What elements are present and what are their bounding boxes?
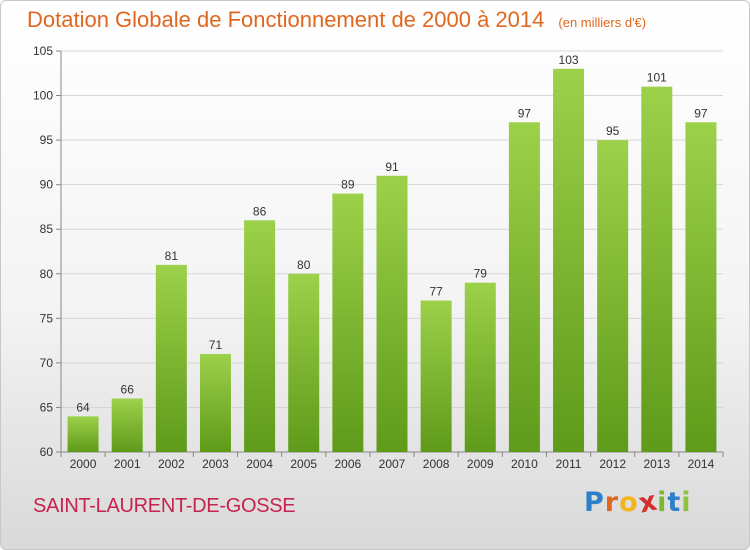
bar-value-label-2009: 79 <box>474 267 488 281</box>
bar-value-label-2002: 81 <box>165 249 179 263</box>
x-tick-labels: 2000 2001 2002 2003 2004 2005 2006 2007 2008 2009… <box>70 457 715 471</box>
bar-2013 <box>641 86 673 453</box>
y-tick-label: 100 <box>33 89 53 103</box>
x-tick-label-2003: 2003 <box>202 457 229 471</box>
bar-2000 <box>67 416 99 452</box>
x-tick-label-2010: 2010 <box>511 457 538 471</box>
bar-2003 <box>199 353 231 452</box>
y-tick-label: 75 <box>40 311 54 325</box>
bar-2009 <box>464 282 496 452</box>
y-tick-label: 105 <box>33 44 53 58</box>
x-tick-label-2001: 2001 <box>114 457 141 471</box>
bar-2002 <box>155 264 187 452</box>
bar-value-label-2000: 64 <box>76 400 90 414</box>
bar-value-label-2011: 103 <box>559 53 579 67</box>
bar-2005 <box>288 273 320 452</box>
x-tick-label-2013: 2013 <box>643 457 670 471</box>
bar-2011 <box>553 68 585 453</box>
y-tick-labels: 60 65 70 75 80 85 90 95 100 105 <box>33 44 53 459</box>
x-tick-label-2006: 2006 <box>335 457 362 471</box>
bar-2007 <box>376 175 408 452</box>
bar-value-label-2004: 86 <box>253 204 267 218</box>
x-tick-label-2000: 2000 <box>70 457 97 471</box>
chart-subtitle: (en milliers d'€) <box>558 15 647 30</box>
bar-value-label-2010: 97 <box>518 106 532 120</box>
bar-value-label-2014: 97 <box>694 106 708 120</box>
x-tick-label-2008: 2008 <box>423 457 450 471</box>
bar-2004 <box>244 220 276 452</box>
logo-letter: i <box>681 487 692 518</box>
bar-value-label-2005: 80 <box>297 258 311 272</box>
logo-letter: i <box>657 487 668 518</box>
bar-value-label-2003: 71 <box>209 338 223 352</box>
y-tick-label: 70 <box>40 356 54 370</box>
bar-value-label-2001: 66 <box>121 383 135 397</box>
y-tick-label: 95 <box>40 133 54 147</box>
bar-value-label-2007: 91 <box>385 160 399 174</box>
bar-2001 <box>111 398 143 452</box>
logo-letter: r <box>604 487 620 518</box>
x-tick-label-2002: 2002 <box>158 457 185 471</box>
logo-letter: t <box>667 487 682 518</box>
logo-letter: P <box>584 487 605 518</box>
x-tick-label-2012: 2012 <box>599 457 626 471</box>
bar-value-label-2013: 101 <box>647 71 667 85</box>
bar-value-label-2008: 77 <box>429 285 443 299</box>
x-tick-label-2011: 2011 <box>556 457 582 471</box>
bar-2014 <box>685 122 717 453</box>
y-tick-label: 65 <box>40 400 54 414</box>
bar-2008 <box>420 300 452 452</box>
y-tick-label: 60 <box>40 445 54 459</box>
bar-value-label-2012: 95 <box>606 124 620 138</box>
x-tick-label-2007: 2007 <box>379 457 406 471</box>
y-tick-label: 85 <box>40 222 54 236</box>
logo-letter: o <box>619 487 639 518</box>
commune-name: SAINT-LAURENT-DE-GOSSE <box>33 495 296 517</box>
y-tick-label: 80 <box>40 267 54 281</box>
bar-2006 <box>332 193 364 453</box>
bar-2010 <box>508 122 540 453</box>
bars <box>67 68 717 453</box>
title-row: Dotation Globale de Fonctionnement de 20… <box>27 7 646 33</box>
bar-2012 <box>597 140 629 452</box>
x-tick-label-2009: 2009 <box>467 457 494 471</box>
bar-value-labels: 64 66 81 71 86 80 89 91 77 79 97 103 95 101 97 <box>76 53 708 415</box>
y-tick-label: 90 <box>40 178 54 192</box>
proxiti-logo[interactable]: Proxiti <box>584 485 692 519</box>
x-tick-label-2005: 2005 <box>290 457 317 471</box>
bar-value-label-2006: 89 <box>341 178 355 192</box>
x-tick-label-2014: 2014 <box>688 457 715 471</box>
chart-title: Dotation Globale de Fonctionnement de 20… <box>27 7 545 32</box>
x-tick-label-2004: 2004 <box>246 457 273 471</box>
